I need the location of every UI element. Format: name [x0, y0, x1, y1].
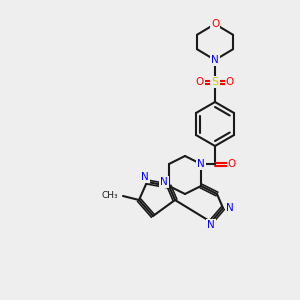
Text: O: O	[228, 159, 236, 169]
Text: N: N	[226, 203, 234, 213]
Text: N: N	[141, 172, 149, 182]
Text: O: O	[196, 77, 204, 87]
Text: S: S	[212, 77, 219, 87]
Text: N: N	[197, 159, 205, 169]
Text: CH₃: CH₃	[101, 191, 118, 200]
Text: N: N	[207, 220, 215, 230]
Text: N: N	[211, 55, 219, 65]
Text: O: O	[211, 19, 219, 29]
Text: N: N	[160, 177, 168, 187]
Text: O: O	[226, 77, 234, 87]
